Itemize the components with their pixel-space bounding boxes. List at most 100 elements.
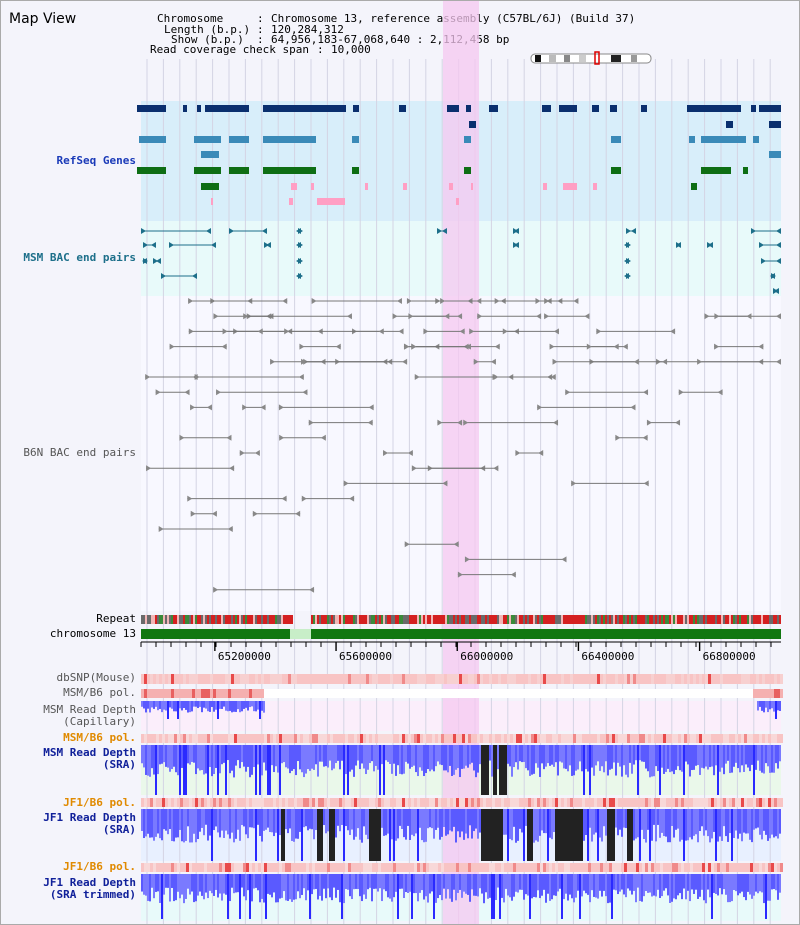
dbsnp-cell [642,674,645,684]
msm-sra-depth-bar [687,745,689,765]
msm-cap-depth-bar [185,701,187,710]
jf1-trim-depth-bar [473,874,475,896]
jf1-pol-cell [195,798,198,807]
msm-pol-cell [660,689,663,698]
dbsnp-cell [183,674,186,684]
jf1-pol2-cell [657,863,660,872]
dbsnp-cell [552,674,555,684]
jf1-pol-cell [198,798,201,807]
repeat-segment [651,615,653,624]
jf1-pol-cell [726,798,729,807]
dbsnp-cell [165,674,168,684]
jf1-pol2-cell [273,863,276,872]
jf1-sra-depth-bar [475,809,477,829]
jf1-pol-cell [183,798,186,807]
dbsnp-cell [150,674,153,684]
ideogram-band [549,55,556,62]
msm-pol2-cell [306,734,309,743]
msm-sra-depth-bar [141,745,143,764]
repeat-segment [687,615,689,624]
jf1-sra-depth-bar [175,809,177,838]
dbsnp-cell [564,674,567,684]
b6n-bac-end [453,541,459,548]
jf1-pol-cell [756,798,759,807]
msm-pol-cell [525,689,528,698]
msm-pol2-cell [732,734,735,743]
msm-pol-cell [636,689,639,698]
repeat-segment [213,615,215,624]
dbsnp-cell [624,674,627,684]
msm-sra-depth-bar [609,745,611,770]
msm-sra-depth-bar [647,745,649,772]
jf1-pol-cell [330,798,333,807]
msm-sra-depth-bar [641,745,643,762]
b6n-bac-end [222,328,228,335]
msm-sra-depth-bar [631,745,633,774]
msm-pol2-cell [165,734,168,743]
repeat-segment [191,615,193,624]
repeat-segment [505,615,507,624]
msm-sra-depth-bar [185,745,187,795]
msm-cap-depth-bar [165,701,167,711]
jf1-pol-cell [720,798,723,807]
dbsnp-cell [681,674,684,684]
dbsnp-cell [477,674,480,684]
msm-sra-depth-bar [551,745,553,765]
msm-sra-depth-bar [411,745,413,767]
msm-pol-cell [267,689,270,698]
msm-sra-depth-bar [753,745,755,795]
jf1-pol2-cell [780,863,783,872]
dbsnp-cell [243,674,246,684]
msm-cap-depth-bar [245,701,247,708]
dbsnp-cell [492,674,495,684]
msm-pol2-cell [738,734,741,743]
jf1-trim-depth-bar [517,874,519,893]
msm-cap-depth-bar [159,701,161,709]
msm-pol2-cell [423,734,426,743]
jf1-trim-depth-bar [555,874,557,896]
jf1-sra-depth-bar [227,809,229,835]
axis-tick-label: 66000000 [460,650,513,663]
msm-pol2-cell [186,734,189,743]
jf1-pol-cell [303,798,306,807]
dbsnp-cell [696,674,699,684]
jf1-trim-depth-bar [547,874,549,894]
dbsnp-cell [708,674,711,684]
msm-sra-depth-bar [621,745,623,777]
dbsnp-cell [723,674,726,684]
msm-sra-depth-bar [685,745,687,762]
repeat-segment [503,615,505,624]
dbsnp-cell [396,674,399,684]
jf1-pol2-cell [777,863,780,872]
b6n-bac-end [311,298,317,304]
repeat-segment [467,615,469,624]
msm-sra-depth-bar [517,745,519,770]
repeat-segment [473,615,475,624]
jf1-sra-depth-bar [733,809,735,838]
dbsnp-cell [375,674,378,684]
jf1-pol2-cell [255,863,258,872]
b6n-bac-end [440,298,446,304]
msm-sra-depth-bar [285,745,287,768]
jf1-sra-depth-bar [375,809,377,861]
jf1-trim-depth-bar [351,874,353,900]
jf1-trim-depth-bar [401,874,403,889]
msm-pol-cell [426,689,429,698]
msm-pol2-cell [291,734,294,743]
jf1-sra-depth-bar [161,809,163,841]
msm-sra-depth-bar [485,745,487,795]
jf1-trim-depth-bar [289,874,291,900]
msm-pol2-cell [726,734,729,743]
msm-sra-depth-bar [395,745,397,776]
msm-cap-depth-bar [233,701,235,712]
repeat-segment [565,615,567,624]
msm-pol-cell [273,689,276,698]
jf1-trim-depth-bar [215,874,217,890]
repeat-segment [349,615,351,624]
refseq-gene [543,183,547,190]
jf1-trim-depth-bar [391,874,393,902]
repeat-segment [629,615,631,624]
msm-pol-cell [759,689,762,698]
msm-pol-cell [399,689,402,698]
